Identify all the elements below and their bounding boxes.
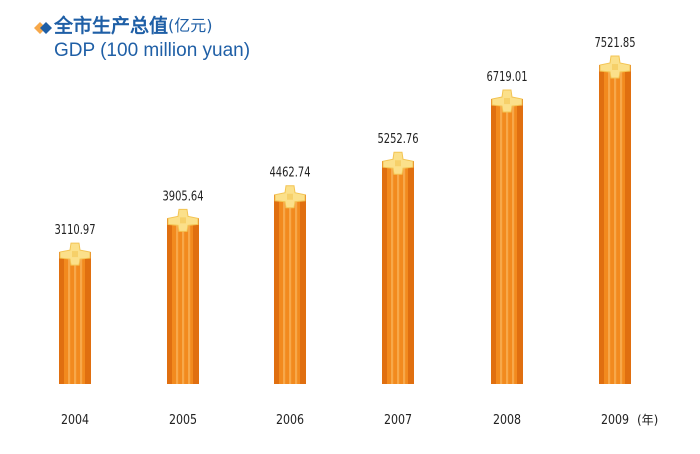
bar-stripe bbox=[620, 65, 623, 384]
bar-shade-left bbox=[491, 99, 496, 384]
bar-cap-cross-icon bbox=[274, 185, 306, 209]
chart-title-block: 全市生产总值 (亿元) GDP (100 million yuan) bbox=[32, 14, 250, 63]
bar-stripe bbox=[391, 161, 394, 384]
value-label: 7521.85 bbox=[594, 35, 635, 50]
category-label: 2006 bbox=[276, 412, 304, 427]
chart-title-english: GDP (100 million yuan) bbox=[54, 40, 251, 61]
value-label: 3110.97 bbox=[54, 222, 95, 237]
bar-stripe bbox=[512, 99, 515, 384]
bar-shade-right bbox=[625, 65, 631, 384]
chart-title-unit: (亿元) bbox=[168, 16, 213, 35]
bar-stripe bbox=[283, 194, 286, 384]
bar-stripe bbox=[295, 194, 298, 384]
category-label: 2005 bbox=[169, 412, 197, 427]
bar-2004 bbox=[59, 242, 91, 384]
bar-shade-left bbox=[59, 252, 64, 384]
bar-stripe bbox=[68, 252, 71, 384]
bar-stripe bbox=[74, 252, 77, 384]
bar-2006 bbox=[274, 185, 306, 384]
bar-stripe bbox=[614, 65, 617, 384]
bar-cap-cross-icon bbox=[167, 208, 199, 232]
diamond-bullet-icon bbox=[32, 18, 54, 34]
bar-stripe bbox=[182, 218, 185, 384]
bar-stripe bbox=[403, 161, 406, 384]
category-label: 2007 bbox=[384, 412, 412, 427]
bar-shade-left bbox=[599, 65, 604, 384]
bar-stripe bbox=[188, 218, 191, 384]
bar-stripe bbox=[289, 194, 292, 384]
bar-2008 bbox=[491, 89, 523, 384]
x-axis-unit-label: (年) bbox=[637, 413, 658, 427]
value-label: 4462.74 bbox=[269, 165, 310, 180]
bar-stripe bbox=[500, 99, 503, 384]
category-label: 2008 bbox=[493, 412, 521, 427]
bar-stripe bbox=[397, 161, 400, 384]
bar-shade-left bbox=[382, 161, 387, 384]
bar-shade-left bbox=[274, 194, 279, 384]
bar-2007 bbox=[382, 151, 414, 384]
value-label: 3905.64 bbox=[162, 189, 203, 204]
category-label: 2009 bbox=[601, 412, 629, 427]
bar-shade-right bbox=[85, 252, 91, 384]
category-label: 2004 bbox=[61, 412, 89, 427]
bar-cap-cross-icon bbox=[491, 89, 523, 113]
value-label: 6719.01 bbox=[486, 69, 527, 84]
bar-stripe bbox=[506, 99, 509, 384]
bar-shade-left bbox=[167, 218, 172, 384]
bar-shade-right bbox=[408, 161, 414, 384]
bar-cap-cross-icon bbox=[59, 242, 91, 266]
bar-stripe bbox=[608, 65, 611, 384]
chart-title-main: 全市生产总值 bbox=[54, 15, 169, 37]
bar-2009 bbox=[599, 55, 631, 384]
bar-stripe bbox=[80, 252, 83, 384]
chart-title: 全市生产总值 (亿元) bbox=[32, 14, 250, 38]
bar-stripe bbox=[176, 218, 179, 384]
bar-2005 bbox=[167, 208, 199, 384]
bar-cap-cross-icon bbox=[382, 151, 414, 175]
bar-shade-right bbox=[193, 218, 199, 384]
bar-cap-cross-icon bbox=[599, 55, 631, 79]
bar-shade-right bbox=[517, 99, 523, 384]
value-label: 5252.76 bbox=[377, 131, 418, 146]
bar-shade-right bbox=[300, 194, 306, 384]
